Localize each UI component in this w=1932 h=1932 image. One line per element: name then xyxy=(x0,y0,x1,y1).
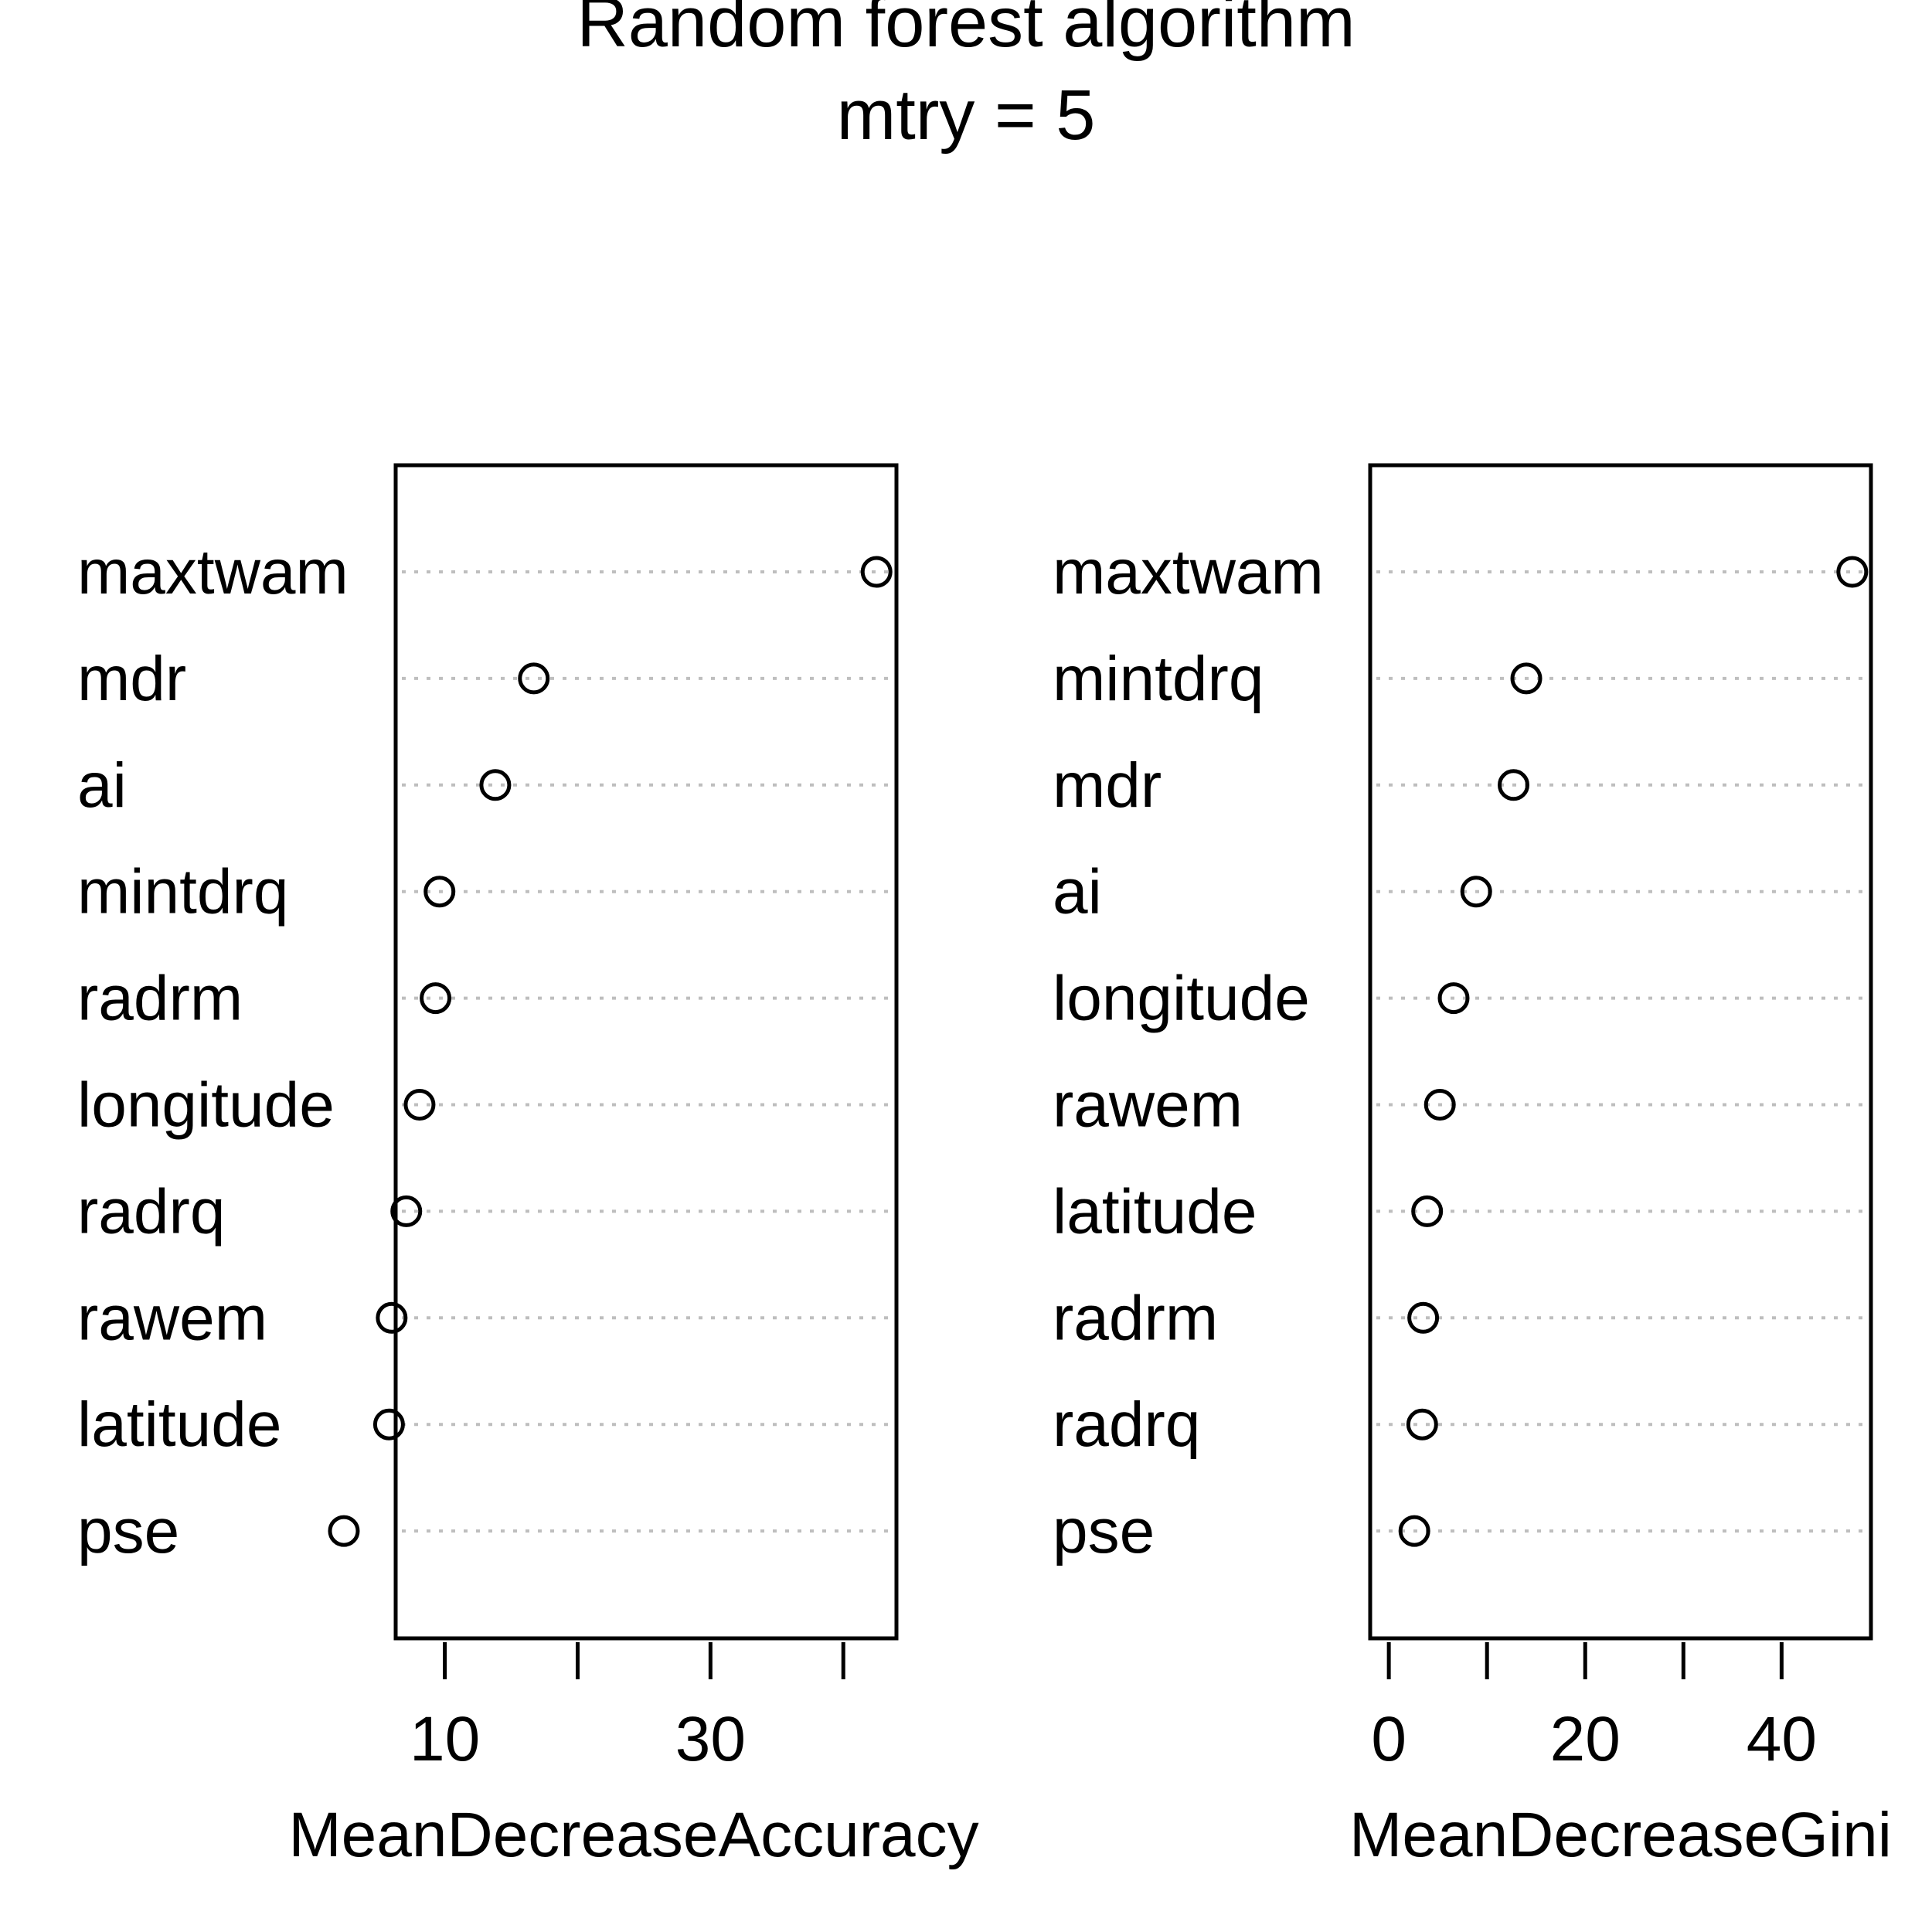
row-label-longitude: longitude xyxy=(1053,964,1310,1034)
row-label-mdr: mdr xyxy=(77,644,186,714)
row-label-mintdrq: mintdrq xyxy=(77,857,288,927)
row-label-radrq: radrq xyxy=(77,1176,225,1247)
point-radrm xyxy=(420,982,452,1015)
row-label-radrq: radrq xyxy=(1053,1389,1200,1460)
point-mintdrq xyxy=(423,876,456,908)
chart-subtitle: mtry = 5 xyxy=(837,76,1096,155)
gini-panel: maxtwam mintdrq mdr ai longitude rawem latitud… xyxy=(1053,463,1892,1870)
row-label-rawem: rawem xyxy=(1053,1070,1243,1141)
row-label-longitude: longitude xyxy=(77,1070,335,1141)
chart-title: Random forest algorithm xyxy=(577,0,1355,62)
point-longitude xyxy=(403,1089,436,1121)
point-radrq xyxy=(390,1195,423,1227)
row-label-radrm: radrm xyxy=(1053,1283,1218,1353)
point-mdr xyxy=(1498,769,1530,801)
point-latitude xyxy=(372,1408,405,1440)
point-ai xyxy=(1460,876,1492,908)
point-radrq xyxy=(1406,1408,1438,1440)
point-mintdrq xyxy=(1510,662,1543,695)
row-label-latitude: latitude xyxy=(77,1389,281,1460)
point-maxtwam xyxy=(1836,556,1869,588)
x-tick-label-40: 40 xyxy=(1747,1704,1817,1774)
row-label-latitude: latitude xyxy=(1053,1176,1257,1247)
row-label-pse: pse xyxy=(77,1496,179,1566)
point-ai xyxy=(479,769,512,801)
row-label-pse: pse xyxy=(1053,1496,1155,1566)
accuracy-panel: maxtwam mdr ai mintdrq radrm longitude radrq ra… xyxy=(77,463,979,1870)
row-label-mintdrq: mintdrq xyxy=(1053,644,1264,714)
row-label-ai: ai xyxy=(1053,857,1102,927)
row-label-maxtwam: maxtwam xyxy=(1053,537,1324,607)
row-label-ai: ai xyxy=(77,750,127,821)
panel-frame xyxy=(1368,463,1873,1641)
x-axis-label: MeanDecreaseAccuracy xyxy=(288,1800,978,1870)
point-pse xyxy=(1398,1515,1430,1547)
point-mdr xyxy=(518,662,550,695)
point-maxtwam xyxy=(860,556,893,588)
x-tick-label-10: 10 xyxy=(410,1704,480,1774)
point-rawem xyxy=(1423,1089,1456,1121)
x-tick-label-20: 20 xyxy=(1550,1704,1621,1774)
panel-frame xyxy=(393,463,899,1641)
x-tick-label-30: 30 xyxy=(675,1704,746,1774)
row-label-maxtwam: maxtwam xyxy=(77,537,349,607)
point-radrm xyxy=(1407,1301,1440,1334)
row-label-mdr: mdr xyxy=(1053,750,1162,821)
x-axis-label: MeanDecreaseGini xyxy=(1349,1800,1892,1870)
point-pse xyxy=(328,1515,360,1547)
point-latitude xyxy=(1411,1195,1444,1227)
point-rawem xyxy=(376,1301,408,1334)
row-label-radrm: radrm xyxy=(77,964,243,1034)
row-label-rawem: rawem xyxy=(77,1283,267,1353)
point-longitude xyxy=(1437,982,1470,1015)
x-tick-label-0: 0 xyxy=(1371,1704,1406,1774)
